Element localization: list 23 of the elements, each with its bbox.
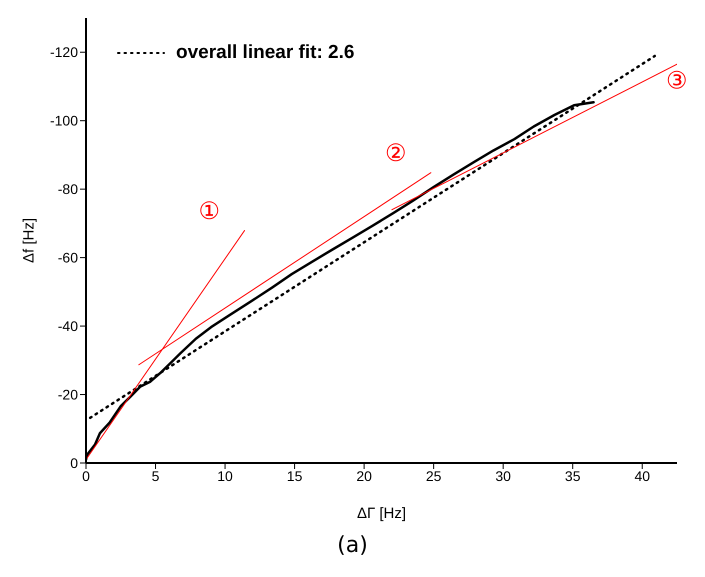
y-tick-label: -40 — [58, 318, 78, 334]
y-tick-label: -100 — [50, 112, 78, 129]
annotation: ③ — [666, 68, 688, 95]
x-tick-label: 20 — [356, 468, 372, 484]
x-tick-label: 0 — [82, 468, 90, 484]
x-axis-title: ΔΓ [Hz] — [356, 505, 406, 522]
y-axis-title: Δf [Hz] — [20, 218, 38, 264]
y-tick-label: -120 — [50, 44, 78, 60]
annotation: ① — [198, 198, 221, 225]
x-tick-label: 30 — [495, 468, 512, 484]
x-tick-label: 40 — [634, 468, 650, 484]
x-tick-label: 25 — [426, 468, 442, 484]
y-tick-label: 0 — [70, 454, 78, 471]
x-tick-label: 5 — [152, 468, 160, 484]
annotation: ② — [384, 140, 407, 168]
x-tick-label: 35 — [564, 468, 581, 484]
x-tick-label: 10 — [217, 468, 234, 484]
y-tick-label: -20 — [58, 386, 78, 403]
y-tick-label: -60 — [58, 250, 78, 266]
y-tick-label: -80 — [58, 181, 78, 198]
text: (a) — [336, 533, 369, 558]
x-tick-label: 15 — [286, 468, 303, 484]
legend-label: overall linear fit: 2.6 — [176, 42, 354, 64]
